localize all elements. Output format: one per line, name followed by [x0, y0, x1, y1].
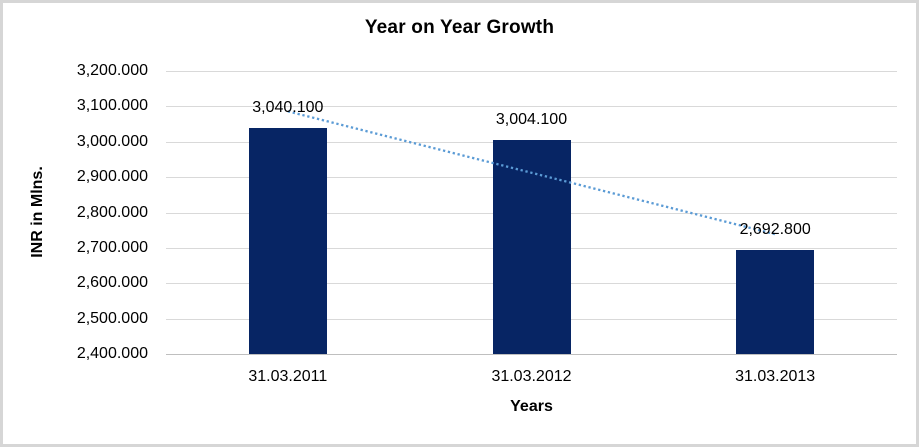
y-tick-label: 2,400.000 [76, 345, 148, 362]
x-category-label: 31.03.2012 [491, 368, 572, 385]
y-tick-label: 2,900.000 [76, 168, 148, 185]
y-tick-label: 2,500.000 [76, 310, 148, 327]
chart-title: Year on Year Growth [364, 17, 555, 38]
y-tick-label: 3,200.000 [76, 62, 148, 79]
y-tick-label: 3,000.000 [76, 133, 148, 150]
x-category-label: 31.03.2013 [735, 368, 816, 385]
y-tick-label: 2,800.000 [76, 204, 148, 221]
bar [736, 250, 815, 354]
x-category-label: 31.03.2011 [248, 368, 328, 385]
bar [492, 140, 571, 354]
y-tick-label: 2,600.000 [76, 274, 148, 291]
y-tick-label: 3,100.000 [76, 97, 148, 114]
bar-value-label: 3,004.100 [495, 111, 568, 129]
gridline [166, 71, 897, 72]
gridline [166, 106, 897, 107]
y-tick-label: 2,700.000 [76, 239, 148, 256]
bar [248, 127, 327, 354]
x-axis-line [166, 354, 897, 355]
trendline-path [287, 110, 776, 236]
bar-value-label: 2,692.800 [739, 221, 811, 239]
bar-value-label: 3,040.100 [252, 98, 324, 116]
x-axis-title: Years [510, 398, 553, 415]
